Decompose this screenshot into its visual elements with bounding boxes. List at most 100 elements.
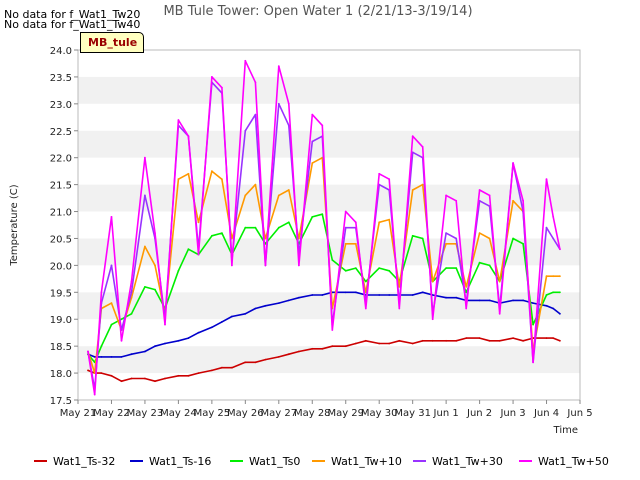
data-point bbox=[545, 294, 548, 296]
data-point bbox=[287, 221, 290, 224]
y-tick-label: 23.0 bbox=[50, 100, 72, 111]
data-point bbox=[478, 261, 481, 264]
x-tick-label: Jun 4 bbox=[533, 408, 559, 419]
data-point bbox=[130, 296, 133, 299]
legend-swatch bbox=[34, 460, 47, 462]
data-point bbox=[254, 183, 257, 186]
data-point bbox=[364, 307, 367, 310]
nodata-line: No data for f_Wat1_Tw20 bbox=[4, 8, 141, 21]
data-point bbox=[421, 291, 424, 294]
data-point bbox=[488, 299, 491, 302]
data-point bbox=[354, 267, 357, 269]
data-point bbox=[321, 124, 324, 127]
data-point bbox=[100, 372, 103, 374]
site-badge: MB_tule bbox=[80, 32, 145, 53]
x-tick-label: May 27 bbox=[261, 408, 298, 419]
data-point bbox=[120, 318, 123, 321]
data-point bbox=[455, 339, 458, 342]
legend-item: Wat1_Tw+10 bbox=[312, 453, 402, 469]
y-tick-label: 21.5 bbox=[50, 181, 72, 192]
data-point bbox=[498, 312, 501, 315]
data-point bbox=[478, 232, 481, 235]
data-point bbox=[244, 129, 247, 132]
data-point bbox=[445, 267, 447, 269]
data-point bbox=[344, 269, 347, 272]
data-point bbox=[187, 374, 190, 377]
data-point bbox=[478, 189, 481, 191]
data-point bbox=[110, 264, 113, 267]
data-point bbox=[552, 216, 555, 218]
data-point bbox=[110, 323, 113, 326]
data-point bbox=[398, 339, 401, 342]
x-tick-label: Jun 1 bbox=[433, 408, 459, 419]
data-point bbox=[298, 264, 300, 267]
data-point bbox=[488, 264, 491, 267]
data-point bbox=[87, 350, 89, 353]
data-point bbox=[559, 248, 561, 251]
data-point bbox=[287, 299, 290, 302]
y-tick-label: 20.0 bbox=[50, 261, 72, 272]
y-axis-label: Temperature (C) bbox=[9, 184, 20, 266]
data-point bbox=[120, 356, 123, 358]
legend-item: Wat1_Tw+30 bbox=[413, 453, 503, 469]
data-point bbox=[130, 353, 133, 356]
data-point bbox=[545, 304, 548, 307]
chart-title: MB Tule Tower: Open Water 1 (2/21/13-3/1… bbox=[163, 4, 472, 19]
data-point bbox=[164, 377, 166, 380]
y-tick-label: 23.5 bbox=[50, 73, 72, 84]
y-tick-label: 20.5 bbox=[50, 234, 72, 245]
legend-swatch bbox=[413, 460, 426, 462]
data-point bbox=[498, 339, 501, 342]
data-point bbox=[522, 242, 524, 245]
data-point bbox=[354, 221, 357, 224]
data-point bbox=[154, 232, 156, 235]
data-point bbox=[488, 339, 491, 342]
legend-label: Wat1_Tw+50 bbox=[538, 454, 609, 468]
x-tick-label: May 30 bbox=[361, 408, 398, 419]
data-point bbox=[287, 102, 290, 105]
y-tick-label: 22.0 bbox=[50, 154, 72, 165]
series-Wat1_Tw+30 bbox=[87, 81, 561, 391]
data-point bbox=[331, 329, 334, 331]
data-point bbox=[398, 307, 401, 310]
data-point bbox=[187, 337, 190, 339]
data-point bbox=[445, 232, 447, 235]
nodata-line: No data for f_Wat1_Tw40 bbox=[4, 18, 141, 31]
data-point bbox=[311, 347, 314, 350]
y-axis-ticks: 17.5 18.0 18.5 19.0 19.5 20.0 20.5 21.0 21.5 22.0… bbox=[50, 46, 78, 407]
y-tick-label: 18.0 bbox=[50, 369, 72, 380]
grid-band bbox=[78, 346, 580, 374]
plot-frame bbox=[77, 49, 581, 401]
data-point bbox=[277, 356, 280, 358]
data-point bbox=[488, 237, 491, 240]
data-point bbox=[287, 124, 290, 127]
data-point bbox=[164, 342, 166, 345]
data-point bbox=[559, 312, 561, 315]
data-point bbox=[244, 361, 247, 364]
data-point bbox=[411, 189, 414, 191]
grid-band bbox=[78, 130, 580, 158]
data-point bbox=[321, 294, 324, 296]
data-point bbox=[445, 242, 447, 245]
data-point bbox=[559, 291, 561, 294]
data-point bbox=[411, 234, 414, 237]
data-point bbox=[478, 299, 481, 302]
data-point bbox=[378, 294, 381, 296]
x-tick-label: May 31 bbox=[394, 408, 431, 419]
legend-item: Wat1_Ts-16 bbox=[130, 453, 211, 469]
data-point bbox=[421, 237, 424, 240]
data-point bbox=[254, 361, 257, 364]
data-point bbox=[431, 339, 434, 342]
data-point bbox=[411, 294, 414, 296]
data-point bbox=[488, 194, 491, 197]
data-point bbox=[110, 302, 113, 304]
data-point bbox=[110, 216, 113, 218]
x-tick-label: May 22 bbox=[93, 408, 130, 419]
data-point bbox=[130, 312, 133, 315]
data-point bbox=[244, 194, 247, 197]
data-point bbox=[177, 269, 180, 272]
data-point bbox=[277, 102, 280, 105]
data-point bbox=[559, 275, 561, 278]
legend-item: Wat1_Ts0 bbox=[230, 453, 300, 469]
